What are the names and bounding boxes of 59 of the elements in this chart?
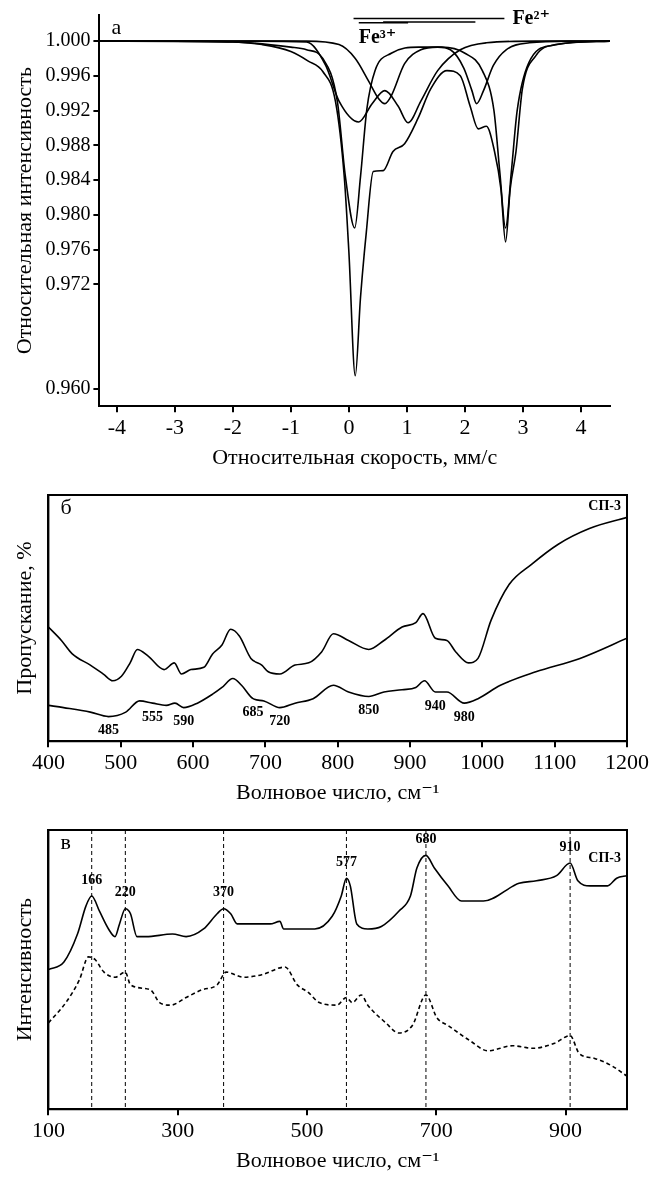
y-axis-title: Пропускание, % — [10, 541, 36, 695]
x-tick-label: -4 — [107, 414, 126, 440]
y-tick-label: 0.984 — [45, 167, 91, 190]
x-tick-label: -1 — [281, 414, 301, 440]
y-tick-label: 0.992 — [45, 97, 91, 120]
annotation: 577 — [335, 853, 357, 869]
annotation: 370 — [213, 884, 235, 900]
chart-title: в — [60, 828, 71, 854]
y-tick-label: 0.980 — [45, 202, 91, 225]
x-tick-label: 1200 — [605, 749, 649, 775]
x-tick-label: 1 — [401, 414, 413, 440]
y-tick-label: 1.000 — [45, 28, 91, 51]
y-tick-label: 0.988 — [45, 132, 91, 155]
x-tick-label: -3 — [165, 414, 184, 440]
annotation: 720 — [269, 713, 291, 729]
x-tick-label: 2 — [459, 414, 471, 440]
x-tick-label: 900 — [549, 1117, 583, 1143]
annotation: 685 — [242, 704, 264, 720]
x-tick-label: 300 — [161, 1117, 195, 1143]
x-tick-label: 900 — [393, 749, 427, 775]
x-tick-label: 1000 — [460, 749, 505, 775]
series-label: СП-3 — [588, 850, 621, 866]
x-tick-label: 1100 — [533, 749, 577, 775]
x-tick-label: 700 — [248, 749, 282, 775]
x-tick-label: -2 — [223, 414, 243, 440]
x-tick-label: 3 — [517, 414, 529, 440]
x-axis-title: Волновое число, см⁻¹ — [236, 1146, 440, 1172]
y-tick-label: 0.972 — [45, 271, 91, 294]
x-tick-label: 500 — [104, 749, 138, 775]
series-label: Fe³⁺ — [358, 25, 397, 47]
x-axis-title: Волновое число, см⁻¹ — [236, 778, 440, 804]
annotation: 166 — [81, 871, 103, 887]
x-tick-label: 100 — [31, 1117, 65, 1143]
y-tick-label: 0.996 — [45, 63, 91, 86]
x-tick-label: 400 — [31, 749, 65, 775]
annotation: 590 — [173, 713, 195, 729]
x-tick-label: 4 — [575, 414, 587, 440]
chart-title: а — [111, 13, 122, 39]
chart-title: б — [60, 493, 72, 519]
annotation: 485 — [97, 722, 119, 738]
annotation: 680 — [415, 830, 437, 846]
annotation: 910 — [559, 838, 581, 854]
x-tick-label: 600 — [176, 749, 210, 775]
annotation: 980 — [453, 708, 475, 724]
x-tick-label: 800 — [321, 749, 355, 775]
series-label: СП-3 — [588, 497, 621, 513]
y-axis-title: Относительная интенсивность — [10, 66, 36, 355]
y-tick-label: 0.960 — [45, 376, 91, 399]
x-tick-label: 700 — [419, 1117, 453, 1143]
y-tick-label: 0.976 — [45, 236, 91, 259]
annotation: 220 — [114, 884, 136, 900]
annotation: 940 — [424, 697, 446, 713]
x-axis-title: Относительная скорость, мм/с — [212, 443, 498, 469]
y-axis-title: Интенсивность — [10, 897, 36, 1042]
x-tick-label: 500 — [290, 1117, 324, 1143]
annotation: 555 — [142, 708, 164, 724]
annotation: 850 — [358, 702, 380, 718]
series-label: Fe²⁺ — [512, 5, 551, 28]
x-tick-label: 0 — [343, 414, 355, 440]
